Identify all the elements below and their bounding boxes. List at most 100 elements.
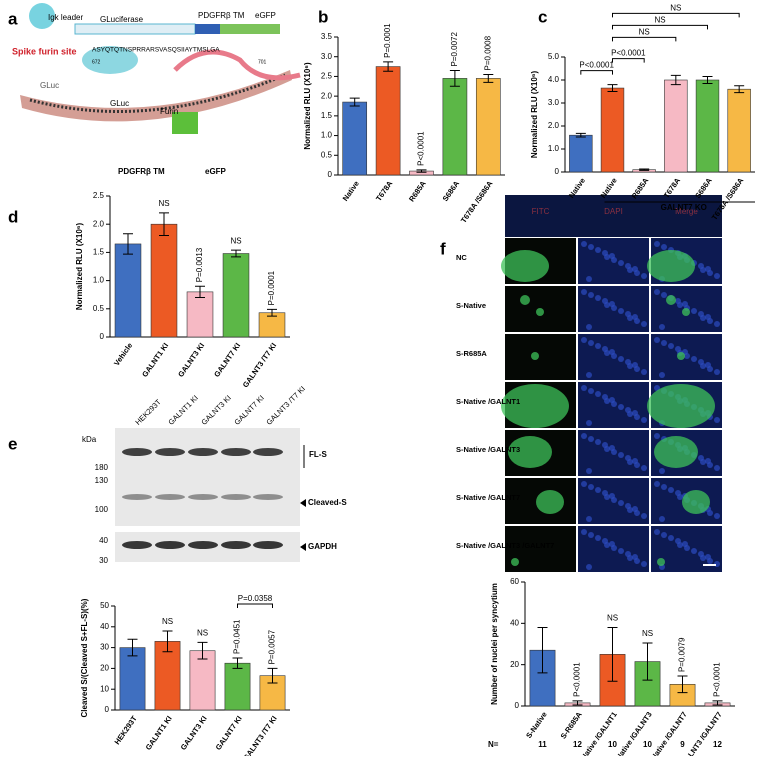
comparison-bracket: [612, 58, 645, 63]
lane-label: GALNT3 /T7 KI: [264, 384, 307, 427]
y-tick-label: 20: [510, 660, 519, 669]
schematic-label: PDGFRβ TM: [118, 167, 165, 176]
error-bar: [607, 84, 618, 92]
nucleus: [581, 385, 587, 391]
nucleus: [659, 468, 665, 474]
x-tick-label: GALNT1 KI: [140, 341, 170, 379]
nucleus: [654, 481, 660, 487]
y-tick-label: 3.0: [321, 52, 333, 61]
nucleus: [659, 516, 665, 522]
band: [122, 494, 152, 500]
error-bar: [702, 76, 713, 84]
schematic-label: Spike furin site: [12, 46, 77, 56]
syncytium: [666, 295, 676, 305]
x-tick-label: S-R685A: [559, 710, 584, 741]
schematic-label: eGFP: [255, 11, 276, 20]
nucleus: [625, 503, 631, 509]
nucleus: [595, 487, 601, 493]
error-bar: [575, 132, 586, 138]
annotation: NS: [162, 617, 173, 626]
y-axis-label: Normalized RLU (X10⁶): [75, 223, 84, 311]
nucleus: [609, 349, 615, 355]
nucleus: [581, 337, 587, 343]
nucleus: [609, 253, 615, 259]
x-tick-label: GALNT1 KI: [144, 714, 174, 752]
panel-letter: f: [440, 239, 446, 258]
nucleus: [581, 433, 587, 439]
x-tick-label: R685A: [407, 179, 428, 204]
nucleus: [586, 564, 592, 570]
nucleus: [661, 244, 667, 250]
nucleus: [632, 458, 638, 464]
y-tick-label: 4.0: [548, 75, 560, 84]
comparison-label: NS: [670, 4, 681, 13]
band: [188, 448, 218, 456]
bar: [150, 223, 178, 338]
nucleus: [625, 455, 631, 461]
n-value: 11: [538, 740, 547, 749]
y-tick-label: 1.0: [548, 144, 560, 153]
nucleus: [661, 532, 667, 538]
lane-label: GALNT1 KI: [166, 393, 199, 426]
n-value: 10: [608, 740, 617, 749]
nucleus: [641, 369, 647, 375]
syncytium: [501, 384, 569, 428]
comparison-label: NS: [654, 16, 665, 25]
x-tick-label: Vehicle: [112, 341, 134, 367]
y-tick-label: 1.0: [93, 276, 105, 285]
bar: [119, 647, 146, 711]
nucleus: [595, 439, 601, 445]
band: [188, 494, 218, 500]
error-bar: [483, 73, 494, 83]
annotation: NS: [158, 199, 169, 208]
error-bar: [197, 641, 208, 660]
nucleus: [682, 541, 688, 547]
nucleus: [705, 458, 711, 464]
syncytium: [682, 308, 690, 316]
annotation: P=0.0057: [268, 629, 277, 664]
nucleus: [602, 298, 608, 304]
error-bar: [123, 233, 133, 255]
schematic-label: 672: [92, 59, 101, 65]
schematic-label: eGFP: [205, 167, 227, 176]
y-tick-label: 0: [515, 701, 520, 710]
nucleus: [654, 385, 660, 391]
x-tick-label: GALNT3 /T7 KI: [241, 714, 278, 756]
x-tick-label: GALNT7 KI: [212, 341, 242, 379]
syncytium: [531, 352, 539, 360]
band: [221, 494, 251, 500]
nucleus: [654, 529, 660, 535]
error-bar: [127, 638, 138, 657]
y-tick-label: 3.5: [321, 32, 333, 41]
row-label: S-Native /GALNT3: [456, 445, 520, 454]
nucleus: [705, 266, 711, 272]
y-tick-label: 0.5: [93, 304, 105, 313]
nucleus: [609, 493, 615, 499]
panel-letter: a: [8, 9, 18, 28]
nucleus: [705, 362, 711, 368]
nucleus: [705, 314, 711, 320]
bar: [154, 641, 181, 711]
nucleus: [581, 289, 587, 295]
nucleus: [618, 404, 624, 410]
row-label: S-Native /GALNT1: [456, 397, 520, 406]
error-bar: [416, 169, 427, 173]
schematic-label: GLuciferase: [100, 15, 144, 24]
nucleus: [588, 292, 594, 298]
marker-label: 40: [99, 536, 108, 545]
error-bar: [195, 285, 205, 299]
comparison-bracket: [612, 36, 677, 42]
bar: [600, 87, 625, 173]
nucleus: [675, 538, 681, 544]
n-value: 10: [643, 740, 652, 749]
column-label: Merge: [675, 207, 698, 216]
n-value: 9: [680, 740, 685, 749]
y-tick-label: 0: [100, 332, 105, 341]
nucleus: [641, 321, 647, 327]
schematic-label: 701: [258, 59, 267, 65]
nucleus: [654, 241, 660, 247]
y-tick-label: 2.5: [321, 72, 333, 81]
lane-label: GALNT3 KI: [199, 393, 232, 426]
bar: [222, 253, 250, 338]
